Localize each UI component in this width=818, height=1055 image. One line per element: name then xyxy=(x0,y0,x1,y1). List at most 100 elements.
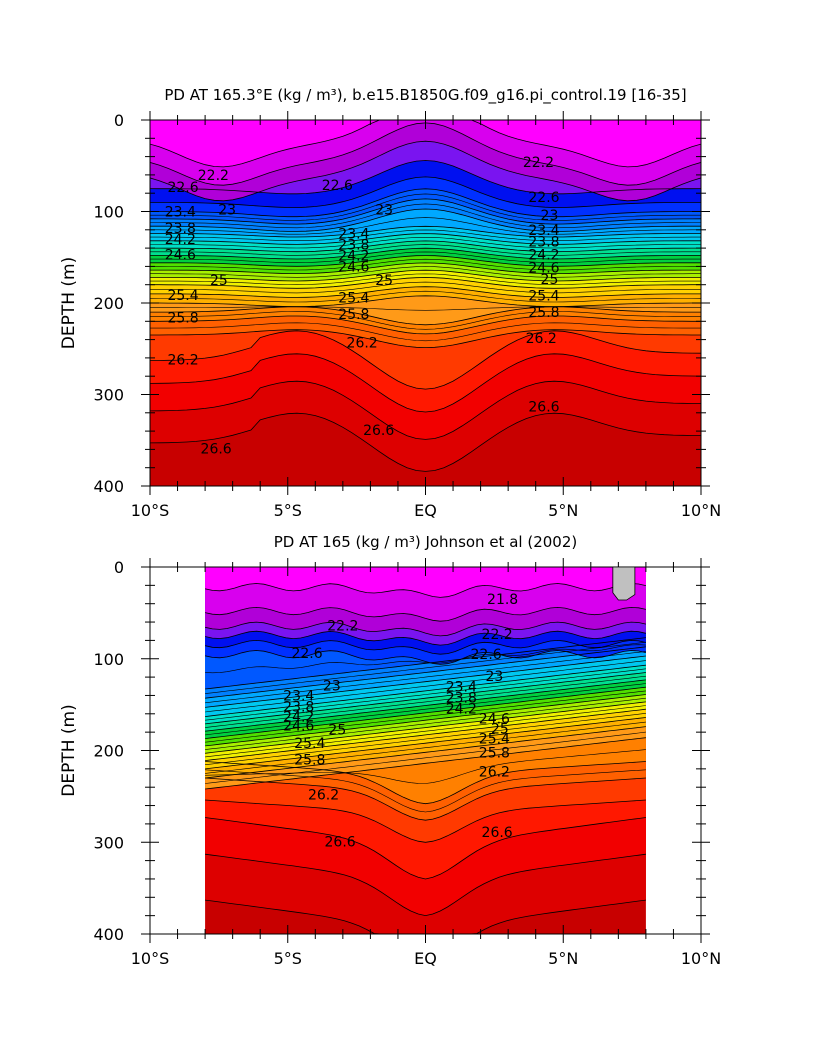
contour-line xyxy=(205,769,646,813)
x-tick-label: 10°N xyxy=(681,949,721,968)
contour-line xyxy=(205,583,646,598)
y-tick-label: 100 xyxy=(93,650,124,669)
model-panel: 22.222.62323.423.824.224.62525.425.826.2… xyxy=(59,86,721,520)
contour-lines xyxy=(150,120,701,472)
contour-line xyxy=(205,761,646,805)
contour-line xyxy=(150,322,701,342)
contour-line xyxy=(205,686,646,739)
contour-label: 22.6 xyxy=(322,178,353,194)
contour-label: 22.6 xyxy=(471,647,502,663)
contour-line xyxy=(205,777,646,821)
contour-label: 24.6 xyxy=(338,259,369,275)
contour-label: 22.2 xyxy=(523,155,554,171)
contour-label: 23.8 xyxy=(446,690,477,706)
contour-line xyxy=(205,660,646,713)
contour-line xyxy=(150,353,701,413)
contour-line xyxy=(150,193,701,221)
density-band xyxy=(150,120,701,167)
contour-line xyxy=(150,188,701,218)
contour-line xyxy=(205,637,646,690)
contour-line xyxy=(205,655,646,708)
x-tick-label: 5°N xyxy=(548,501,578,520)
contour-label: 24.6 xyxy=(528,260,559,276)
contour-label: 24.2 xyxy=(446,701,477,717)
contour-line xyxy=(205,646,646,699)
contour-label: 22.6 xyxy=(528,190,559,206)
contour-label: 22.2 xyxy=(482,627,513,643)
contour-line xyxy=(205,899,646,934)
contour-label: 26.6 xyxy=(201,441,232,457)
contour-label: 25.8 xyxy=(294,753,325,769)
contour-line xyxy=(150,176,701,209)
contour-line xyxy=(150,266,701,278)
density-band xyxy=(205,567,646,598)
x-tick-label: 5°S xyxy=(274,501,302,520)
contour-line xyxy=(150,229,701,242)
contour-line xyxy=(150,217,701,235)
y-tick-label: 400 xyxy=(93,925,124,944)
contour-line xyxy=(205,817,646,880)
contour-line xyxy=(205,853,646,917)
contour-line xyxy=(205,701,646,754)
contour-line xyxy=(150,295,701,308)
contour-line xyxy=(150,286,701,298)
contour-line xyxy=(205,672,646,725)
y-tick-label: 100 xyxy=(93,203,124,222)
contour-line xyxy=(205,630,646,646)
y-tick-label: 400 xyxy=(93,477,124,496)
contour-line xyxy=(205,749,646,784)
contour-line xyxy=(150,262,701,274)
contour-label: 23 xyxy=(485,669,503,685)
contour-line xyxy=(150,329,701,349)
contour-label: 26.2 xyxy=(479,765,510,781)
contour-line xyxy=(205,690,646,743)
contour-label: 22.6 xyxy=(167,180,198,196)
contour-line xyxy=(150,258,701,271)
contour-line xyxy=(205,737,646,790)
y-tick-label: 300 xyxy=(93,833,124,852)
x-tick-label: 5°S xyxy=(274,949,302,968)
contour-label: 23.4 xyxy=(446,679,477,695)
contour-line xyxy=(150,236,701,249)
contour-line xyxy=(150,269,701,282)
contour-line xyxy=(205,650,646,665)
contour-label: 25 xyxy=(491,721,509,737)
contour-label: 23.8 xyxy=(165,221,196,237)
contour-label: 26.6 xyxy=(528,399,559,415)
contour-line xyxy=(150,277,701,289)
contour-line xyxy=(150,315,701,335)
contour-label: 23.8 xyxy=(283,699,314,715)
contour-label: 25.8 xyxy=(479,745,510,761)
contour-label: 23 xyxy=(323,678,341,694)
contour-label: 24.2 xyxy=(165,232,196,248)
contour-label: 26.2 xyxy=(167,353,198,369)
contour-label: 25.4 xyxy=(167,288,198,304)
contour-line xyxy=(150,306,701,326)
contour-label: 25 xyxy=(210,273,228,289)
contour-line xyxy=(150,311,701,330)
contour-label: 26.2 xyxy=(526,331,557,347)
contour-lines xyxy=(205,583,646,934)
contour-label: 24.2 xyxy=(528,248,559,264)
contour-label: 21.8 xyxy=(487,592,518,608)
contour-label: 23 xyxy=(375,203,393,219)
contour-label: 26.6 xyxy=(482,825,513,841)
contour-label: 24.2 xyxy=(338,248,369,264)
contour-line xyxy=(150,281,701,294)
contour-label: 25.8 xyxy=(167,311,198,327)
chart-title: PD AT 165 (kg / m³) Johnson et al (2002) xyxy=(274,533,577,551)
contour-line xyxy=(150,240,701,253)
x-tick-label: 10°N xyxy=(681,501,721,520)
contour-line xyxy=(150,140,701,202)
contour-label: 23.4 xyxy=(283,688,314,704)
contour-line xyxy=(150,380,701,440)
y-tick-label: 0 xyxy=(114,558,124,577)
y-axis-label: DEPTH (m) xyxy=(59,704,79,796)
contour-line xyxy=(150,330,701,390)
contour-line xyxy=(150,225,701,238)
y-tick-label: 0 xyxy=(114,111,124,130)
contour-label: 24.6 xyxy=(283,719,314,735)
contour-line xyxy=(205,668,646,721)
